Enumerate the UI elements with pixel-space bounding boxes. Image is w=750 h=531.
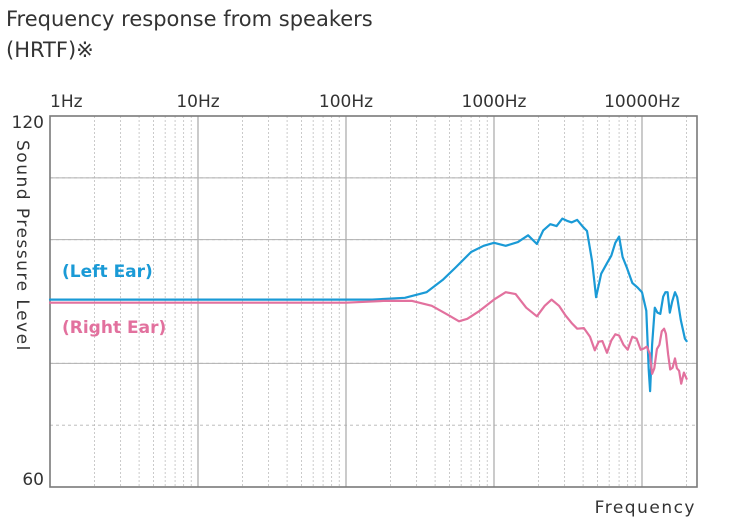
x-tick-label: 100Hz: [319, 92, 373, 112]
y-axis-label: Sound Pressure Level: [12, 140, 32, 352]
y-tick-label: 120: [12, 113, 44, 133]
legend-left-ear: (Left Ear): [62, 262, 153, 282]
x-axis-label: Frequency: [595, 498, 696, 518]
chart-title-line2: (HRTF)※: [6, 38, 94, 62]
x-tick-label: 1000Hz: [462, 92, 527, 112]
x-tick-labels: 1Hz 10Hz 100Hz 1000Hz 10000Hz: [50, 92, 680, 112]
plot-area-border: [49, 115, 698, 488]
x-tick-label: 10000Hz: [604, 92, 680, 112]
x-tick-label: 1Hz: [50, 92, 83, 112]
series-lines: [48, 217, 688, 393]
chart-title-line1: Frequency response from speakers: [6, 7, 373, 31]
series-line-right-ear: [48, 291, 688, 385]
legend-right-ear: (Right Ear): [62, 318, 166, 338]
y-tick-label: 60: [22, 470, 44, 490]
y-tick-labels: 120 60: [12, 113, 44, 490]
x-tick-label: 10Hz: [176, 92, 219, 112]
series-line-left-ear: [48, 217, 688, 393]
